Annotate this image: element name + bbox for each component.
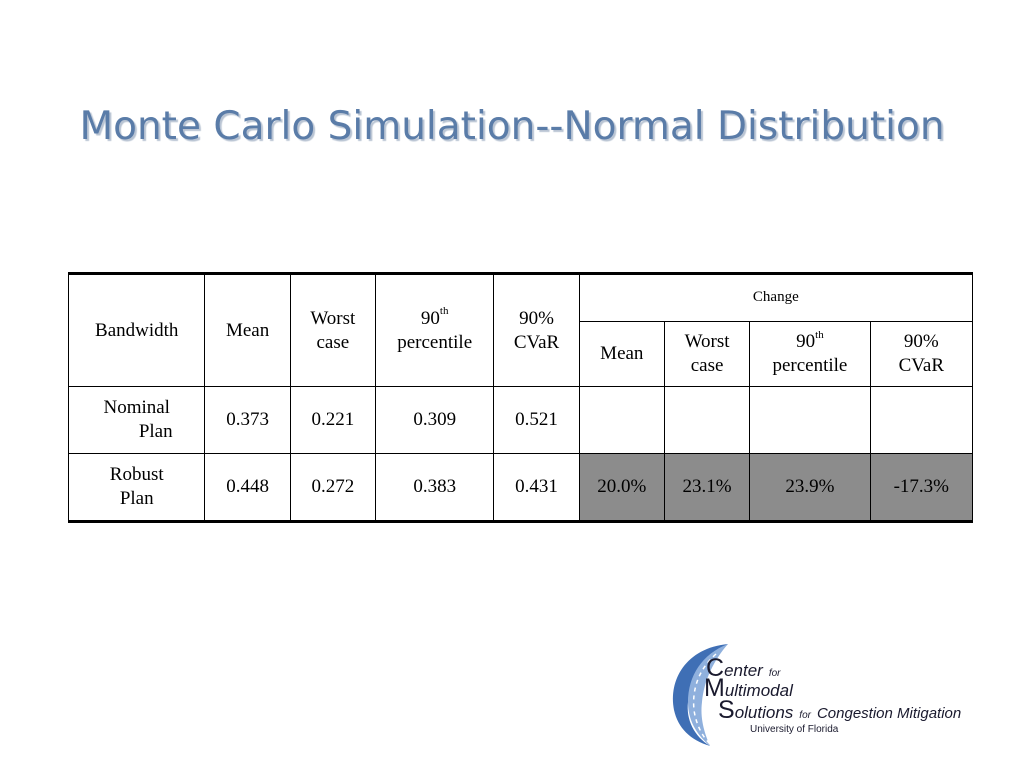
row-label: Robust Plan [67,453,206,522]
cell-mean: 0.373 [204,386,291,454]
slide-title: Monte Carlo Simulation--Normal Distribut… [79,104,945,149]
cell-worst-case: 0.221 [289,386,377,454]
header-cvar: 90% CVaR [493,273,580,387]
logo-text-for: for [799,710,811,721]
header-change: Change [578,273,974,322]
header-worst-case: Worst case [289,273,377,387]
header-p90-sup: th [439,305,449,318]
cell-mean: 0.448 [204,453,291,522]
header-bandwidth: Bandwidth [67,273,206,387]
header-change-cvar-line1: 90% [903,331,939,352]
header-change-mean-text: Mean [600,343,644,364]
header-p90-line2: percentile [397,331,473,353]
cell-change-90th-percentile [749,386,871,454]
cell-change-cvar [869,386,974,454]
header-change-worst-case: Worst case [663,321,751,387]
row-label-line1: Robust [109,464,164,485]
header-worst-line2: case [316,331,350,353]
header-change-p90-line2: percentile [772,355,848,376]
cell-90th-percentile: 0.383 [374,453,495,522]
road-swoosh-icon [672,644,728,746]
cell-change-mean [578,386,665,454]
cell-change-worst-case [663,386,751,454]
header-cvar-line1: 90% [519,307,554,329]
row-label: Nominal Plan [67,386,206,454]
table-row-robust: Robust Plan 0.448 0.272 0.383 0.431 20.0… [67,453,974,522]
header-change-mean: Mean [578,321,665,387]
cell-cvar: 0.521 [493,386,580,454]
logo-text-ultimodal: ultimodal [724,681,793,700]
logo-text-enter: enter [724,661,763,680]
header-mean-text: Mean [225,319,270,341]
logo-text-for: for [768,668,781,679]
cell-change-worst-case: 23.1% [663,453,751,522]
logo-line-center: Center for [706,654,780,683]
header-bandwidth-text: Bandwidth [95,319,179,341]
logo-text-congestion: Congestion Mitigation [816,705,962,722]
header-change-p90-sup: th [815,328,824,341]
logo-initial-c: C [706,654,725,682]
header-change-worst-line1: Worst [684,331,730,352]
cell-worst-case: 0.272 [289,453,377,522]
logo-university: University of Florida [750,724,839,735]
cell-change-90th-percentile: 23.9% [749,453,871,522]
cmscm-logo: Center for Multimodal Solutions for Congest… [666,640,996,750]
results-table: Bandwidth Mean Worst case 90th percentil… [67,272,974,523]
table-row-nominal: Nominal Plan 0.373 0.221 0.309 0.521 [67,386,974,454]
header-change-90th-percentile: 90th percentile [749,321,871,387]
header-change-p90-base: 90 [796,331,816,352]
row-label-line2: Plan [138,421,173,442]
header-cvar-line2: CVaR [513,331,560,353]
header-change-worst-line2: case [690,355,724,376]
cell-change-cvar: -17.3% [869,453,974,522]
logo-initial-s: S [718,696,735,724]
header-change-cvar: 90% CVaR [869,321,974,387]
cell-90th-percentile: 0.309 [374,386,495,454]
header-change-cvar-line2: CVaR [898,355,945,376]
row-label-line2: Plan [119,488,154,509]
row-label-line1: Nominal [103,397,170,418]
logo-line-multimodal: Multimodal [704,674,793,703]
header-mean: Mean [204,273,291,387]
header-change-text: Change [752,289,799,305]
logo-line-solutions: Solutions for Congestion Mitigation [718,696,961,725]
header-p90-base: 90 [420,307,440,329]
logo-text-olutions: olutions [734,703,794,722]
header-90th-percentile: 90th percentile [374,273,495,387]
cell-cvar: 0.431 [493,453,580,522]
logo-initial-m: M [704,674,725,702]
cell-change-mean: 20.0% [578,453,665,522]
header-worst-line1: Worst [310,307,356,329]
